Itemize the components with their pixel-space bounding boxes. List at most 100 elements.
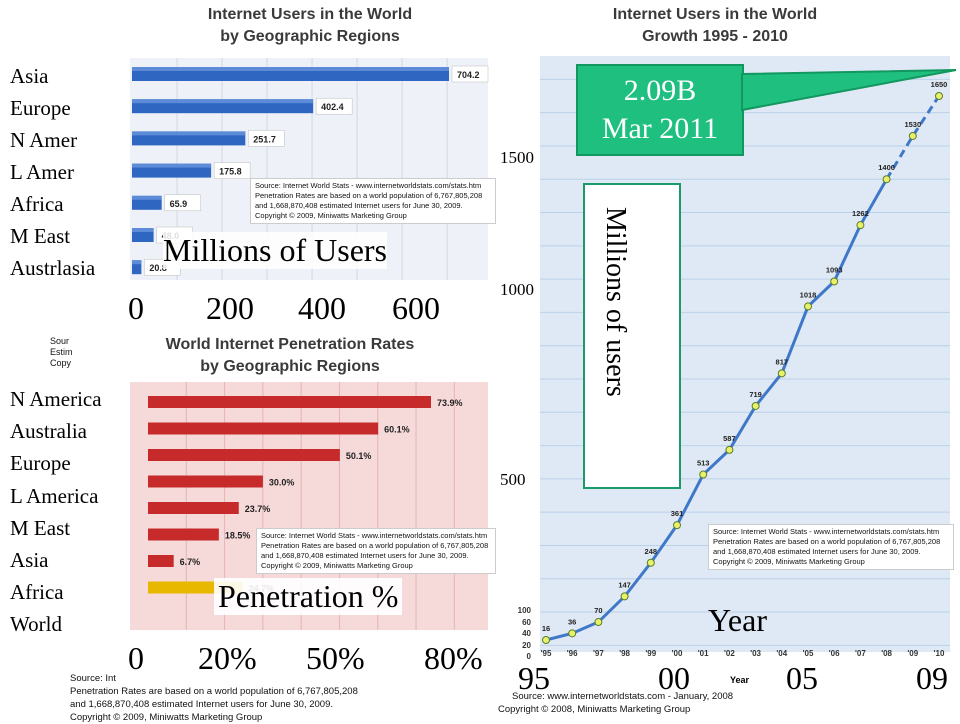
chart3-point	[777, 369, 786, 378]
chart3-point-label: 70	[594, 606, 602, 615]
chart3-xtick-small: '07	[855, 649, 866, 658]
source-line: Copyright © 2008, Miniwatts Marketing Gr…	[498, 704, 691, 715]
chart3-small-xlabel: Year	[730, 675, 750, 685]
chart3-xtick-small: '02	[724, 649, 735, 658]
chart1-subtitle: by Geographic Regions	[220, 28, 400, 45]
chart2-xtick: 50%	[306, 640, 365, 676]
chart1-value-label-box	[213, 162, 251, 179]
chart1-value-label-box	[315, 97, 353, 115]
chart2-value-label: 23.7%	[245, 504, 271, 514]
chart3-xtick-small: '97	[593, 649, 604, 658]
chart3-ylabel-box: Millions of users	[583, 183, 681, 489]
chart1-title-block: Internet Users in the World by Geographi…	[130, 4, 490, 48]
chart2-title-block: World Internet Penetration Rates by Geog…	[130, 334, 450, 378]
source-line: Source: www.internetworldstats.com - Jan…	[512, 691, 734, 702]
chart3-xtick-small: '10	[934, 649, 945, 658]
chart3-xtick-small: '04	[776, 649, 787, 658]
chart1-category: M East	[10, 224, 71, 248]
chart2-bar	[148, 396, 431, 408]
chart3-xtick-small: '00	[672, 649, 683, 658]
chart3-point-label: 719	[749, 390, 762, 399]
callout-pointer	[741, 69, 957, 112]
chart3-xlabel: Year	[708, 602, 767, 638]
chart1-category: Asia	[10, 64, 49, 88]
chart3-point	[699, 470, 708, 479]
chart2-value-label: 60.1%	[384, 425, 410, 435]
source-line: Penetration Rates are based on a world p…	[261, 541, 489, 550]
chart3-series-line-projected	[885, 95, 941, 181]
chart3-xtick-small: '06	[829, 649, 840, 658]
chart1-xtick: 200	[206, 290, 254, 326]
chart3-point	[542, 636, 550, 644]
chart1-bar-highlight	[132, 163, 212, 168]
chart3-source-note: Source: Internet World Stats - www.inter…	[708, 524, 954, 570]
chart1-value-label: 175.8	[219, 167, 242, 177]
fragment-source-mid: Sour Estim Copy	[50, 336, 73, 369]
fragment-source-bottom: Source: Int Penetration Rates are based …	[70, 672, 358, 724]
chart1-xtick: 400	[298, 290, 346, 326]
source-line: Copyright © 2009, Miniwatts Marketing Gr…	[713, 557, 865, 566]
chart3-xtick-small: '08	[881, 649, 892, 658]
chart3-xtick-small: '95	[541, 649, 552, 658]
chart1-value-label-box	[164, 194, 201, 212]
chart3-small-ytick: 60	[522, 617, 531, 627]
chart2-xlabel: Penetration %	[214, 578, 403, 615]
source-line: Source: Internet World Stats - www.inter…	[713, 527, 940, 536]
chart1-category: Austrlasia	[10, 256, 96, 280]
chart3-xtick-small: '99	[645, 649, 656, 658]
chart3-subtitle: Growth 1995 - 2010	[642, 28, 788, 45]
chart3-point-label: 36	[568, 617, 576, 626]
chart1-value-label-box	[451, 65, 489, 83]
chart3-xtick-big: 09	[916, 660, 948, 696]
source-line: Source: Internet World Stats - www.inter…	[261, 531, 488, 540]
chart2-category: Asia	[10, 548, 49, 573]
chart2-bar	[148, 528, 219, 541]
chart3-xtick-small: '03	[750, 649, 761, 658]
chart3-point-label: 1650	[931, 80, 948, 89]
chart3-small-ytick: 0	[526, 652, 531, 661]
chart3-point	[673, 521, 681, 530]
chart2-title: World Internet Penetration Rates	[165, 336, 415, 353]
chart2-bar	[148, 555, 174, 567]
chart3-ytick: 500	[500, 470, 526, 489]
chart3-point	[568, 629, 577, 638]
fragment-line: Estim	[50, 347, 73, 357]
chart3-small-ytick: 20	[522, 640, 531, 650]
chart2-category: Australia	[10, 419, 87, 444]
chart3-xtick-big: 05	[786, 660, 818, 696]
chart3-point-label: 1262	[852, 209, 869, 218]
chart3-point	[725, 445, 734, 454]
chart1-bar-highlight	[132, 67, 449, 71]
chart3-point	[935, 92, 943, 100]
chart3-xtick-big: 95	[518, 660, 550, 696]
chart2-xtick: 80%	[424, 640, 483, 676]
chart3-point-label: 817	[776, 357, 789, 366]
chart1-bar-highlight	[132, 195, 162, 200]
fragment-line: Penetration Rates are based on a world p…	[70, 686, 358, 697]
chart3-series-line	[545, 178, 888, 642]
chart3-xtick-big: 00	[658, 660, 690, 696]
chart3-point-label: 248	[645, 547, 658, 556]
chart3-xtick-small: '01	[698, 649, 709, 658]
chart3-point-label: 587	[723, 434, 736, 443]
chart1-category: Europe	[10, 96, 71, 120]
chart3-point-label: 1093	[826, 265, 843, 274]
chart3-xtick-small: '96	[567, 649, 578, 658]
chart2-bar	[148, 422, 379, 435]
chart2-category: M East	[10, 515, 71, 540]
chart2-xtick: 0	[128, 640, 144, 676]
chart1-category: N Amer	[10, 128, 78, 152]
chart1-source-note: Source: Internet World Stats - www.inter…	[250, 178, 496, 224]
chart3-point	[908, 131, 917, 140]
fragment-line: Sour	[50, 336, 70, 346]
source-line: and 1,668,870,408 estimated Internet use…	[261, 551, 469, 560]
chart3-xtick-small: '09	[907, 649, 918, 658]
chart3-point	[594, 618, 603, 627]
fragment-line: Source: Int	[70, 673, 116, 684]
chart3-annotation-callout: 2.09B Mar 2011	[576, 64, 744, 156]
chart3-point	[751, 401, 760, 410]
source-line: Source: Internet World Stats - www.inter…	[255, 181, 482, 190]
chart3-point-label: 1400	[878, 163, 895, 172]
chart2-value-label: 30.0%	[269, 478, 295, 488]
source-line: Penetration Rates are based on a world p…	[713, 537, 941, 546]
